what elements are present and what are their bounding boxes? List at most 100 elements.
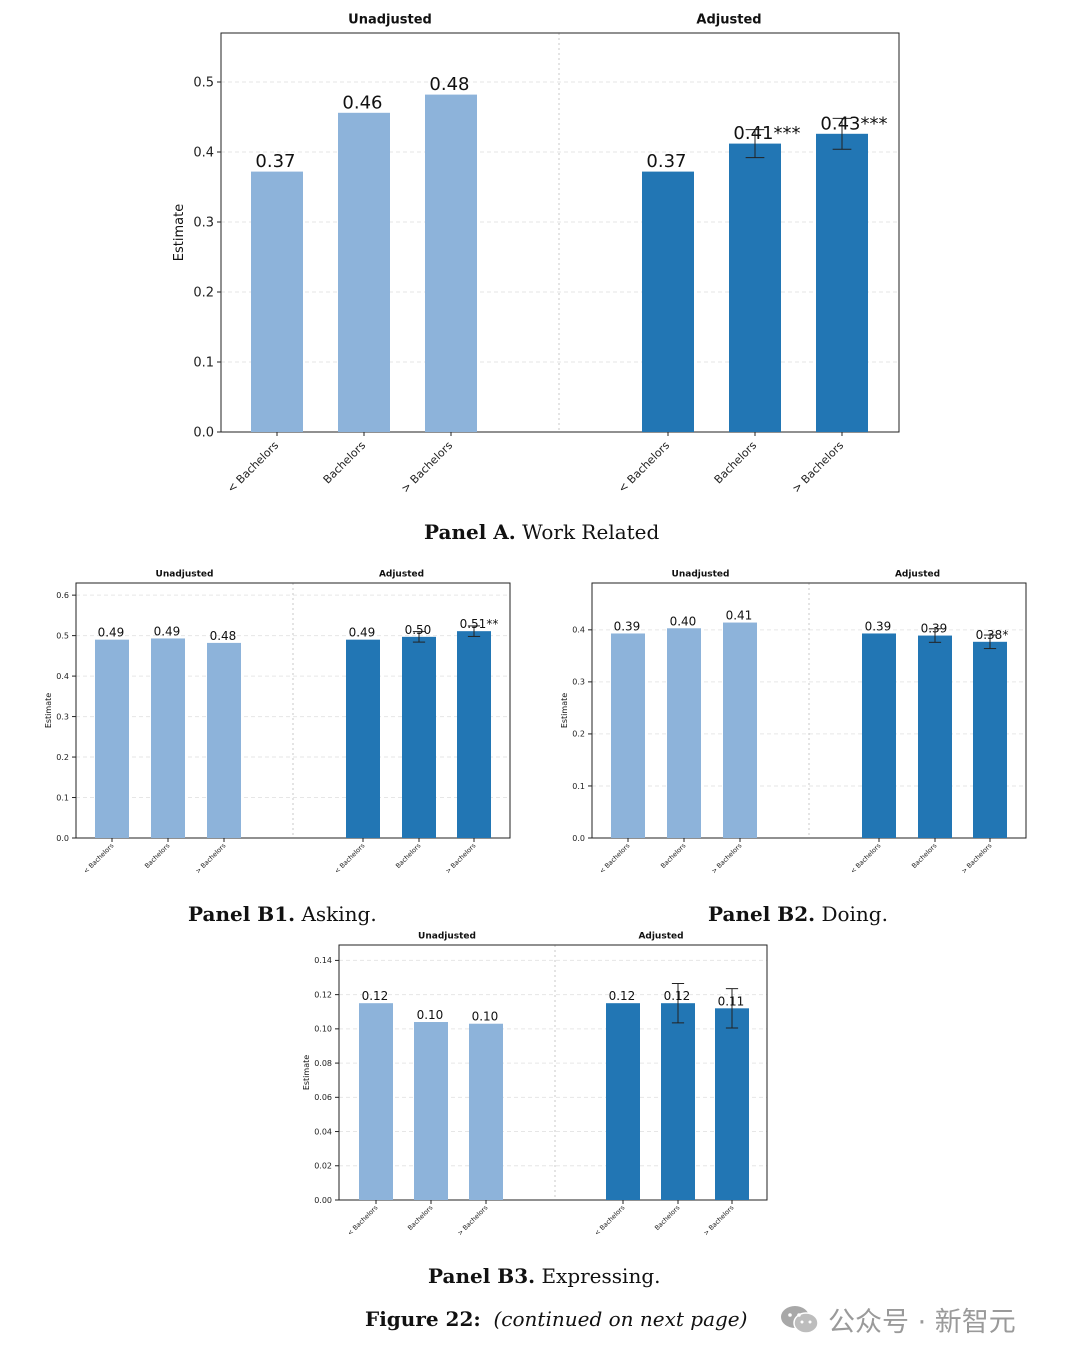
- panel-a-value-label: 0.37: [255, 151, 295, 172]
- panel-a-ytick-label: 0.4: [193, 146, 214, 161]
- panel-b1-bar: [457, 631, 491, 838]
- panel-a-ylabel: Estimate: [172, 204, 187, 261]
- panel-b2-ytick-label: 0.2: [572, 730, 585, 739]
- panel-b1-value-label: 0.49: [154, 624, 181, 638]
- panel-b3-ytick-label: 0.00: [314, 1196, 332, 1205]
- panel-b3-ytick-label: 0.14: [314, 956, 332, 965]
- panel-b2-value-label: 0.39: [614, 619, 641, 633]
- panel-a-ytick-label: 0.2: [193, 286, 214, 301]
- panel-b3-bar: [661, 1003, 695, 1200]
- figure-caption-text: (continued on next page): [493, 1307, 748, 1331]
- panel-a-bar: [729, 143, 781, 432]
- panel-a-value-label: 0.41***: [733, 123, 800, 144]
- panel-b1-value-label: 0.48: [210, 629, 237, 643]
- panel-b1-ytick-label: 0.3: [56, 712, 69, 721]
- panel-b1-value-label: 0.50: [405, 623, 432, 637]
- panel-a-bar: [642, 171, 694, 432]
- wechat-icon: [780, 1304, 820, 1336]
- panel-b2-bar: [862, 633, 896, 838]
- panel-b3-value-label: 0.12: [362, 989, 389, 1003]
- panel-b3-xtick-label: < Bachelors: [593, 1203, 627, 1237]
- panel-b3-value-label: 0.12: [664, 989, 691, 1003]
- panel-b3-ytick-label: 0.04: [314, 1127, 332, 1136]
- panel-a-bar: [425, 94, 477, 432]
- panel-b2-xtick-label: < Bachelors: [598, 841, 632, 875]
- panel-b3-bar: [606, 1003, 640, 1200]
- panel-a-ytick-label: 0.1: [193, 356, 214, 371]
- panel-b3-bar: [715, 1008, 749, 1200]
- panel-b3-ytick-label: 0.06: [314, 1093, 332, 1102]
- watermark-text: 公众号 · 新智元: [828, 1307, 1016, 1338]
- panel-a-ytick-label: 0.5: [193, 76, 214, 91]
- panel-b1-ytick-label: 0.4: [56, 672, 69, 681]
- panel-b2-value-label: 0.38*: [976, 628, 1009, 642]
- panel-b3-bar: [414, 1022, 448, 1200]
- panel-a-bar: [338, 112, 390, 433]
- panel-a-xtick-label: Bachelors: [321, 439, 369, 487]
- panel-b1-title: Asking.: [301, 902, 377, 926]
- panel-b3-value-label: 0.10: [472, 1010, 499, 1024]
- panel-b2-frame: [591, 582, 1027, 839]
- panel-b1-xtick-label: Bachelors: [394, 841, 423, 870]
- panel-b1-subplot-title: Unadjusted: [156, 569, 214, 579]
- panel-b2-subplot-title: Unadjusted: [672, 569, 730, 579]
- panel-b3-xtick-label: Bachelors: [653, 1203, 682, 1232]
- panel-b1-ytick-label: 0.1: [56, 793, 69, 802]
- panel-a-value-label: 0.37: [646, 151, 686, 172]
- panel-b2-bar: [918, 635, 952, 838]
- panel-b3-value-label: 0.10: [417, 1008, 444, 1022]
- panel-b1-label: Panel B1.: [188, 902, 296, 926]
- panel-a-subplot-title: Adjusted: [696, 12, 761, 27]
- panel-b2-xtick-label: Bachelors: [659, 841, 688, 870]
- panel-a-value-label: 0.43***: [820, 113, 887, 134]
- panel-b1-subplot-title: Adjusted: [379, 569, 424, 579]
- panel-b3-ytick-label: 0.12: [314, 990, 332, 999]
- panel-b1-xtick-label: > Bachelors: [444, 841, 478, 875]
- panel-b3-bar: [359, 1003, 393, 1200]
- panel-b3-value-label: 0.12: [609, 989, 636, 1003]
- panel-b2-bar: [973, 641, 1007, 838]
- panel-b2-ytick-label: 0.3: [572, 678, 585, 687]
- panel-b2-ytick-label: 0.1: [572, 782, 585, 791]
- panel-a-value-label: 0.48: [429, 74, 469, 95]
- panel-b2-title: Doing.: [821, 902, 888, 926]
- panel-b1-bar: [346, 639, 380, 838]
- panel-b1-value-label: 0.51**: [460, 617, 499, 631]
- panel-a-caption: Panel A. Work Related: [424, 520, 659, 544]
- panel-b2-bar: [611, 633, 645, 838]
- figure-caption-label: Figure 22:: [365, 1307, 481, 1331]
- panel-b1-ytick-label: 0.6: [56, 591, 69, 600]
- panel-a-xtick-label: > Bachelors: [399, 439, 456, 496]
- panel-b2-label: Panel B2.: [708, 902, 816, 926]
- panel-b2-ylabel: Estimate: [560, 693, 569, 728]
- panel-a-xtick-label: < Bachelors: [225, 439, 282, 496]
- panel-a-value-label: 0.46: [342, 92, 382, 113]
- panel-a-ytick-label: 0.0: [193, 426, 214, 441]
- panel-b1-value-label: 0.49: [98, 626, 125, 640]
- panel-a-subplot-title: Unadjusted: [348, 12, 432, 27]
- panel-b1-ylabel: Estimate: [44, 693, 53, 728]
- panel-b3-xtick-label: > Bachelors: [456, 1203, 490, 1237]
- panel-a-xtick-label: Bachelors: [712, 439, 760, 487]
- panel-b3-label: Panel B3.: [428, 1264, 536, 1288]
- panel-b3-value-label: 0.11: [718, 994, 745, 1008]
- panel-b2-value-label: 0.39: [921, 622, 948, 636]
- panel-b1-xtick-label: Bachelors: [143, 841, 172, 870]
- panel-b3-xtick-label: Bachelors: [406, 1203, 435, 1232]
- panel-b1-xtick-label: < Bachelors: [82, 841, 116, 875]
- panel-a-xtick-label: < Bachelors: [616, 439, 673, 496]
- panel-b2-bar: [723, 622, 757, 838]
- panel-b2-value-label: 0.40: [670, 614, 697, 628]
- panel-b3-ytick-label: 0.10: [314, 1025, 332, 1034]
- panel-b3-frame: [338, 944, 768, 1201]
- panel-b3-xtick-label: < Bachelors: [346, 1203, 380, 1237]
- panel-b1-bar: [95, 639, 129, 838]
- panel-b3-xtick-label: > Bachelors: [702, 1203, 736, 1237]
- panel-b2-value-label: 0.39: [865, 619, 892, 633]
- panel-b2-subplot-title: Adjusted: [895, 569, 940, 579]
- panel-b1-xtick-label: < Bachelors: [333, 841, 367, 875]
- panel-b3-bar: [469, 1023, 503, 1200]
- panel-a-bar: [251, 171, 303, 432]
- panel-b2-caption: Panel B2. Doing.: [708, 902, 888, 926]
